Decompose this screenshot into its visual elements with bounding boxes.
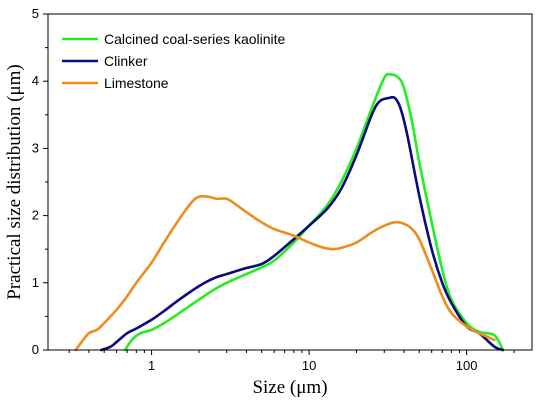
y-tick-label: 3	[32, 140, 39, 155]
x-tick-label: 10	[302, 358, 316, 373]
x-axis-title: Size (μm)	[252, 377, 327, 398]
plot-series-group	[74, 72, 505, 352]
x-tick-label: 100	[456, 358, 478, 373]
series-line-calcined-coal-series-kaolinite	[123, 72, 505, 352]
legend-label-calcined-coal-series-kaolinite: Calcined coal-series kaolinite	[104, 31, 286, 47]
y-tick-label: 4	[32, 73, 39, 88]
y-tick-label: 1	[32, 275, 39, 290]
series-line-limestone	[74, 195, 496, 352]
y-tick-label: 5	[32, 6, 39, 21]
legend: Calcined coal-series kaolinite Clinker Lim…	[62, 31, 286, 91]
legend-label-limestone: Limestone	[104, 75, 169, 91]
x-tick-label: 1	[148, 358, 155, 373]
y-axis-title: Practical size distribution (μm)	[4, 64, 25, 300]
series-line-clinker	[100, 95, 505, 352]
legend-label-clinker: Clinker	[104, 53, 148, 69]
ticks-group: 0 1 2 3 4 5 1 10 100	[32, 6, 515, 373]
y-tick-label: 2	[32, 208, 39, 223]
y-tick-label: 0	[32, 342, 39, 357]
